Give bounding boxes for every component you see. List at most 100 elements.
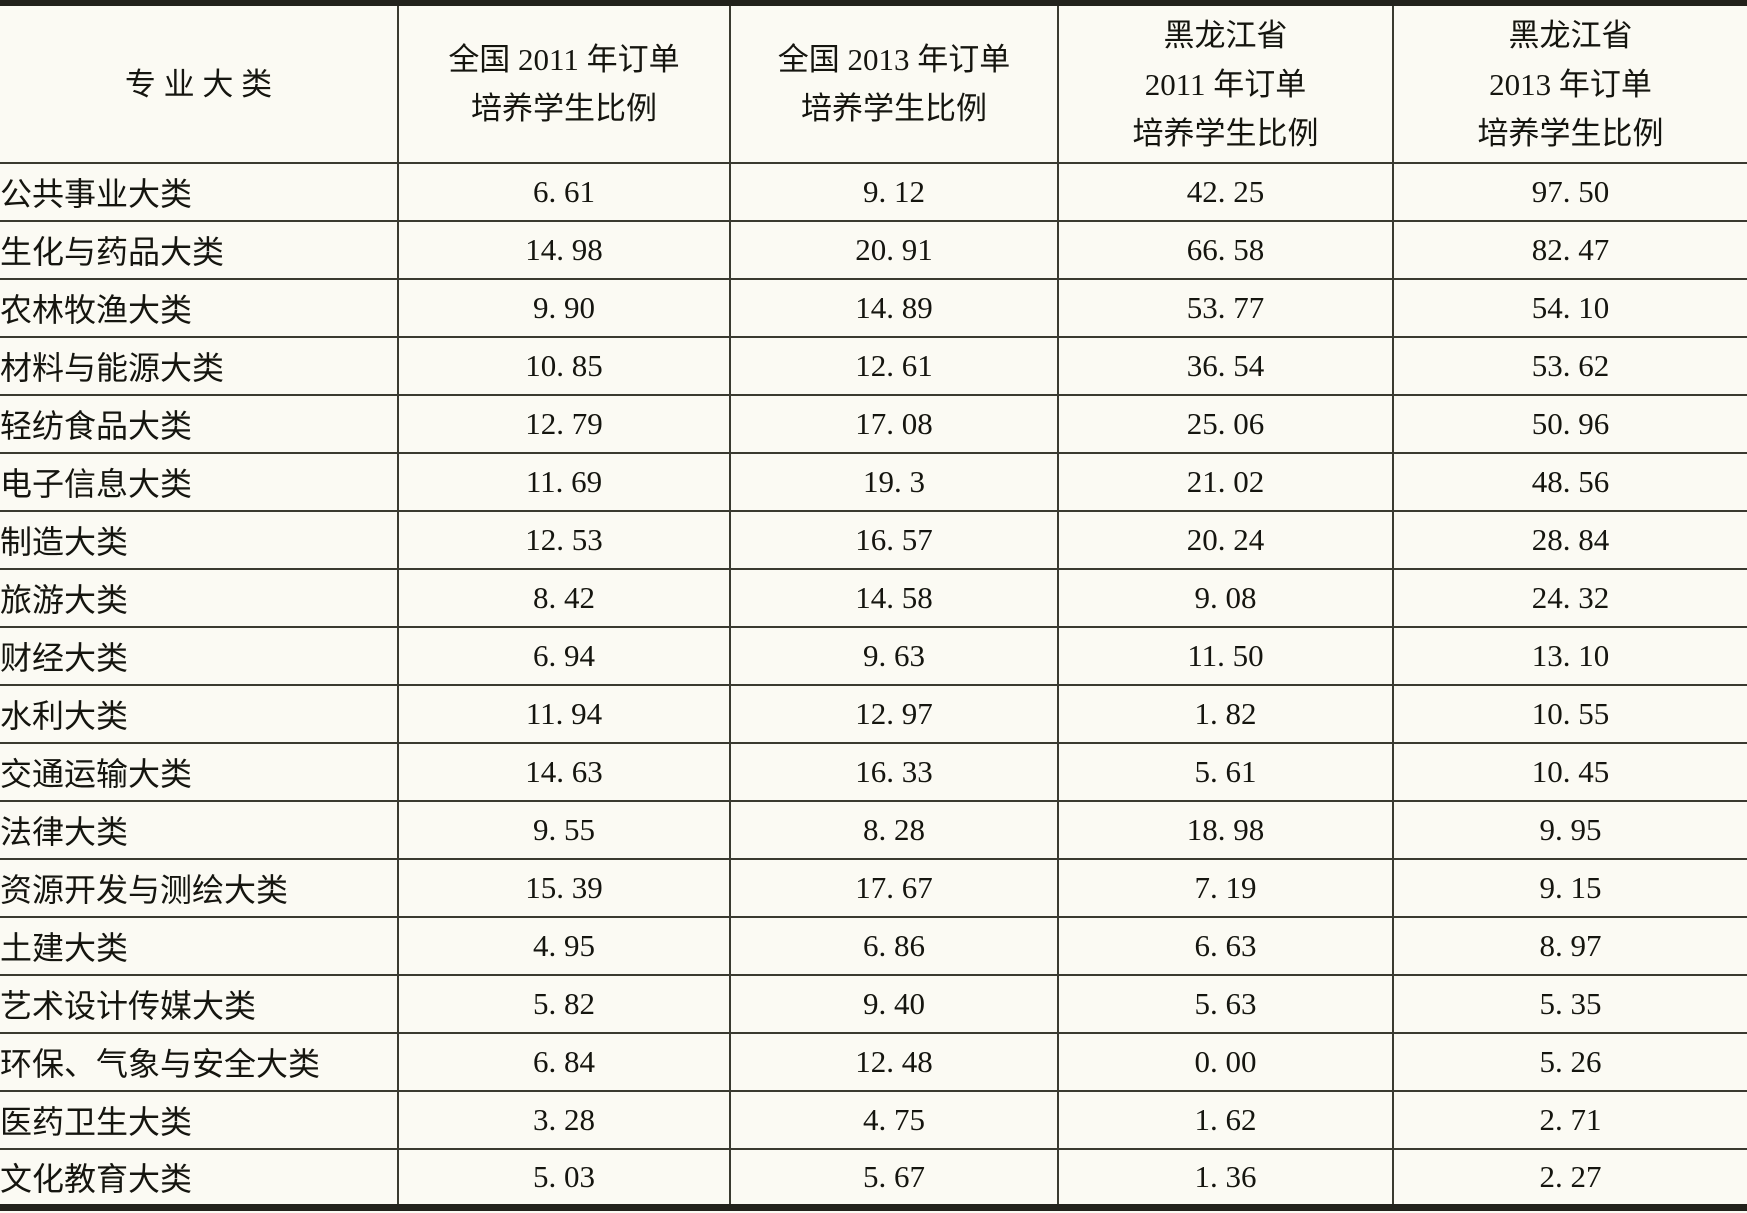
national-2011-value-cell: 3. 28	[397, 1090, 731, 1150]
table-row: 资源开发与测绘大类 15. 39 17. 67 7. 19 9. 15	[0, 858, 1747, 918]
heilongjiang-2013-value-cell: 5. 26	[1392, 1032, 1747, 1092]
heilongjiang-2011-value-cell: 66. 58	[1057, 220, 1394, 280]
heilongjiang-2013-value-cell: 24. 32	[1392, 568, 1747, 628]
header-heilongjiang-2013-line3: 培养学生比例	[1477, 115, 1664, 151]
heilongjiang-2011-value-cell: 53. 77	[1057, 278, 1394, 338]
heilongjiang-2011-value-cell: 20. 24	[1057, 510, 1394, 570]
national-2013-value-cell: 17. 67	[729, 858, 1059, 918]
header-heilongjiang-2011-line2: 2011 年订单	[1144, 66, 1307, 102]
header-heilongjiang-2011: 黑龙江省 2011 年订单 培养学生比例	[1057, 2, 1394, 164]
table-body: 公共事业大类 6. 61 9. 12 42. 25 97. 50 生化与药品大类…	[0, 162, 1747, 1208]
heilongjiang-2011-value-cell: 36. 54	[1057, 336, 1394, 396]
header-national-2011-line2: 培养学生比例	[471, 91, 657, 126]
national-2013-value-cell: 9. 12	[729, 162, 1059, 222]
heilongjiang-2013-value-cell: 2. 27	[1392, 1148, 1747, 1208]
header-heilongjiang-2011-line3: 培养学生比例	[1132, 115, 1319, 151]
heilongjiang-2013-value-cell: 50. 96	[1392, 394, 1747, 454]
table-row: 法律大类 9. 55 8. 28 18. 98 9. 95	[0, 800, 1747, 860]
header-national-2013: 全国 2013 年订单 培养学生比例	[729, 2, 1059, 164]
header-row: 专 业 大 类 全国 2011 年订单 培养学生比例 全国 2013 年订单 培…	[0, 2, 1747, 164]
category-cell: 农林牧渔大类	[0, 278, 399, 338]
national-2013-value-cell: 6. 86	[729, 916, 1059, 976]
category-cell: 财经大类	[0, 626, 399, 686]
heilongjiang-2011-value-cell: 0. 00	[1057, 1032, 1394, 1092]
table-row: 旅游大类 8. 42 14. 58 9. 08 24. 32	[0, 568, 1747, 628]
header-heilongjiang-2011-line1: 黑龙江省	[1163, 17, 1288, 53]
heilongjiang-2013-value-cell: 9. 15	[1392, 858, 1747, 918]
category-cell: 电子信息大类	[0, 452, 399, 512]
table-row: 财经大类 6. 94 9. 63 11. 50 13. 10	[0, 626, 1747, 686]
heilongjiang-2011-value-cell: 25. 06	[1057, 394, 1394, 454]
heilongjiang-2013-value-cell: 97. 50	[1392, 162, 1747, 222]
heilongjiang-2011-value-cell: 1. 82	[1057, 684, 1394, 744]
national-2013-value-cell: 16. 57	[729, 510, 1059, 570]
heilongjiang-2011-value-cell: 1. 62	[1057, 1090, 1394, 1150]
table-header: 专 业 大 类 全国 2011 年订单 培养学生比例 全国 2013 年订单 培…	[0, 2, 1747, 164]
category-cell: 旅游大类	[0, 568, 399, 628]
category-cell: 生化与药品大类	[0, 220, 399, 280]
category-cell: 交通运输大类	[0, 742, 399, 802]
national-2011-value-cell: 11. 94	[397, 684, 731, 744]
heilongjiang-2013-value-cell: 28. 84	[1392, 510, 1747, 570]
national-2013-value-cell: 14. 89	[729, 278, 1059, 338]
national-2013-value-cell: 4. 75	[729, 1090, 1059, 1150]
category-cell: 法律大类	[0, 800, 399, 860]
table-row: 农林牧渔大类 9. 90 14. 89 53. 77 54. 10	[0, 278, 1747, 338]
table-row: 交通运输大类 14. 63 16. 33 5. 61 10. 45	[0, 742, 1747, 802]
heilongjiang-2011-value-cell: 7. 19	[1057, 858, 1394, 918]
header-major-category: 专 业 大 类	[0, 2, 399, 164]
category-cell: 水利大类	[0, 684, 399, 744]
heilongjiang-2013-value-cell: 82. 47	[1392, 220, 1747, 280]
header-heilongjiang-2013-line1: 黑龙江省	[1508, 17, 1633, 53]
heilongjiang-2011-value-cell: 18. 98	[1057, 800, 1394, 860]
national-2013-value-cell: 12. 48	[729, 1032, 1059, 1092]
table-row: 医药卫生大类 3. 28 4. 75 1. 62 2. 71	[0, 1090, 1747, 1150]
table-row: 制造大类 12. 53 16. 57 20. 24 28. 84	[0, 510, 1747, 570]
heilongjiang-2013-value-cell: 54. 10	[1392, 278, 1747, 338]
national-2011-value-cell: 5. 82	[397, 974, 731, 1034]
national-2013-value-cell: 12. 97	[729, 684, 1059, 744]
national-2011-value-cell: 12. 79	[397, 394, 731, 454]
table-row: 材料与能源大类 10. 85 12. 61 36. 54 53. 62	[0, 336, 1747, 396]
header-national-2013-line1: 全国 2013 年订单	[777, 42, 1011, 77]
heilongjiang-2011-value-cell: 5. 63	[1057, 974, 1394, 1034]
category-cell: 资源开发与测绘大类	[0, 858, 399, 918]
national-2013-value-cell: 16. 33	[729, 742, 1059, 802]
heilongjiang-2013-value-cell: 10. 45	[1392, 742, 1747, 802]
table-row: 艺术设计传媒大类 5. 82 9. 40 5. 63 5. 35	[0, 974, 1747, 1034]
national-2011-value-cell: 8. 42	[397, 568, 731, 628]
table-row: 土建大类 4. 95 6. 86 6. 63 8. 97	[0, 916, 1747, 976]
heilongjiang-2011-value-cell: 21. 02	[1057, 452, 1394, 512]
national-2013-value-cell: 19. 3	[729, 452, 1059, 512]
category-cell: 制造大类	[0, 510, 399, 570]
header-heilongjiang-2013: 黑龙江省 2013 年订单 培养学生比例	[1392, 2, 1747, 164]
header-major-category-label: 专 业 大 类	[124, 66, 273, 102]
category-cell: 土建大类	[0, 916, 399, 976]
national-2013-value-cell: 20. 91	[729, 220, 1059, 280]
heilongjiang-2013-value-cell: 9. 95	[1392, 800, 1747, 860]
category-cell: 环保、气象与安全大类	[0, 1032, 399, 1092]
header-national-2011-line1: 全国 2011 年订单	[448, 42, 680, 77]
category-cell: 公共事业大类	[0, 162, 399, 222]
national-2013-value-cell: 17. 08	[729, 394, 1059, 454]
heilongjiang-2013-value-cell: 10. 55	[1392, 684, 1747, 744]
table-row: 文化教育大类 5. 03 5. 67 1. 36 2. 27	[0, 1148, 1747, 1208]
heilongjiang-2011-value-cell: 1. 36	[1057, 1148, 1394, 1208]
national-2011-value-cell: 15. 39	[397, 858, 731, 918]
heilongjiang-2013-value-cell: 13. 10	[1392, 626, 1747, 686]
heilongjiang-2013-value-cell: 8. 97	[1392, 916, 1747, 976]
national-2013-value-cell: 9. 40	[729, 974, 1059, 1034]
category-cell: 文化教育大类	[0, 1148, 399, 1208]
national-2011-value-cell: 6. 61	[397, 162, 731, 222]
header-national-2013-line2: 培养学生比例	[801, 91, 987, 126]
national-2013-value-cell: 14. 58	[729, 568, 1059, 628]
header-national-2011: 全国 2011 年订单 培养学生比例	[397, 2, 731, 164]
national-2011-value-cell: 14. 63	[397, 742, 731, 802]
national-2011-value-cell: 5. 03	[397, 1148, 731, 1208]
heilongjiang-2013-value-cell: 5. 35	[1392, 974, 1747, 1034]
national-2013-value-cell: 9. 63	[729, 626, 1059, 686]
national-2011-value-cell: 9. 90	[397, 278, 731, 338]
category-cell: 医药卫生大类	[0, 1090, 399, 1150]
